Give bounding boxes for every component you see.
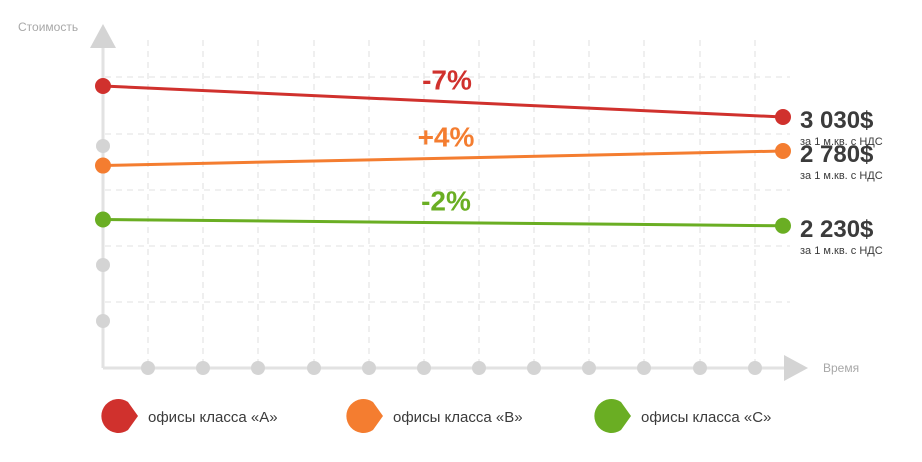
series-line — [102, 218, 784, 228]
legend-marker-icon — [101, 399, 138, 433]
legend-label: офисы класса «В» — [393, 409, 523, 426]
x-tick-dot — [472, 361, 486, 375]
axis-ticks — [96, 139, 762, 375]
start-point — [95, 211, 111, 228]
y-axis-label: Стоимость — [18, 20, 78, 34]
legend-label: офисы класса «С» — [641, 409, 771, 426]
axes: Стоимость Время — [18, 20, 859, 381]
end-note-label: за 1 м.кв. с НДС — [800, 245, 883, 257]
x-tick-dot — [251, 361, 265, 375]
legend-label: офисы класса «А» — [148, 409, 278, 426]
series-line — [102, 149, 784, 168]
end-note-label: за 1 м.кв. с НДС — [800, 170, 883, 182]
x-tick-dot — [307, 361, 321, 375]
change-label: -7% — [422, 65, 472, 96]
end-note-label: за 1 м.кв. с НДС — [800, 136, 883, 148]
x-tick-dot — [527, 361, 541, 375]
x-tick-dot — [693, 361, 707, 375]
legend: офисы класса «А» офисы класса «В» офисы кл… — [101, 399, 771, 433]
end-value-label: 2 780$ — [800, 141, 874, 168]
legend-marker-icon — [594, 399, 631, 433]
x-tick-dot — [196, 361, 210, 375]
x-tick-dot — [362, 361, 376, 375]
x-tick-dot — [417, 361, 431, 375]
series-group: -7%3 030$за 1 м.кв. с НДС+4%2 780$за 1 м… — [95, 65, 883, 257]
end-point — [775, 109, 791, 125]
x-tick-dot — [582, 361, 596, 375]
end-value-label: 2 230$ — [800, 216, 874, 243]
series-line — [102, 84, 784, 119]
change-label: -2% — [421, 186, 471, 217]
end-value-label: 3 030$ — [800, 107, 874, 134]
y-axis-arrow-icon — [90, 24, 116, 48]
grid — [105, 40, 790, 366]
x-tick-dot — [141, 361, 155, 375]
start-point — [95, 157, 111, 174]
end-point — [775, 217, 791, 234]
x-tick-dot — [748, 361, 762, 375]
x-axis-label: Время — [823, 361, 859, 375]
legend-marker-icon — [346, 399, 383, 433]
y-tick-dot — [96, 258, 110, 272]
y-tick-dot — [96, 139, 110, 153]
x-axis-arrow-icon — [784, 355, 808, 381]
start-point — [95, 78, 111, 94]
x-tick-dot — [637, 361, 651, 375]
end-point — [775, 142, 791, 159]
y-tick-dot — [96, 314, 110, 328]
change-label: +4% — [418, 121, 475, 152]
